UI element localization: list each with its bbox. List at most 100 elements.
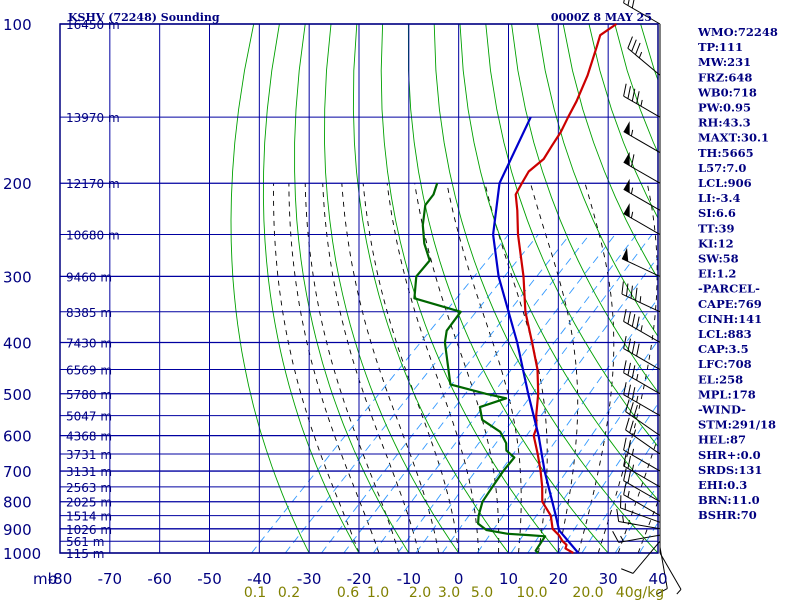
- index-item: WB0:718: [697, 85, 757, 99]
- mixing-ratio-tick-label: 0.1: [244, 585, 266, 600]
- pressure-tick-label: 1000: [3, 545, 41, 563]
- mixing-ratio-tick-label: 3.0: [438, 585, 460, 600]
- wind-barb-half: [638, 51, 643, 59]
- height-label: 5780 m: [66, 388, 112, 402]
- index-item: WMO:72248: [697, 25, 778, 39]
- wind-barb: [623, 178, 661, 211]
- mixing-ratio-tick-label: 20.0: [572, 585, 603, 600]
- wind-barb-shaft: [623, 394, 661, 417]
- height-label: 561 m: [66, 535, 104, 549]
- height-label: 9460 m: [66, 270, 112, 284]
- height-label: 2025 m: [66, 496, 112, 510]
- wind-barb-half: [630, 129, 634, 137]
- wind-barb-feather: [625, 399, 630, 412]
- temperature-tick-label: -50: [197, 570, 222, 588]
- wind-barb-feather: [655, 588, 668, 596]
- wind-barb-shaft: [621, 258, 661, 277]
- wind-barb-shaft: [623, 494, 661, 517]
- wind-barb-shaft: [623, 188, 661, 211]
- wind-barb-half: [622, 516, 625, 523]
- height-label: 12170 m: [66, 177, 120, 191]
- wind-barb-feather: [623, 453, 627, 467]
- wind-barb-feather: [627, 362, 631, 376]
- wind-barb-feather: [627, 86, 631, 99]
- temperature-tick-label: -40: [247, 570, 272, 588]
- index-item: LCL:906: [698, 176, 752, 190]
- wind-barb-shaft: [623, 213, 661, 235]
- dewpoint-line: [413, 182, 547, 554]
- wind-barb: [616, 508, 661, 530]
- wind-barb-feather: [627, 455, 631, 469]
- wind-barb-feather: [627, 470, 631, 484]
- wind-barb-feather: [623, 468, 627, 481]
- index-item: TT:39: [698, 221, 735, 235]
- wind-barbs: [612, 0, 682, 596]
- mixing-ratio-tick-label: 0.2: [278, 585, 300, 600]
- wind-barb-feather: [623, 482, 627, 495]
- height-label: 13970 m: [66, 111, 120, 125]
- wind-barb: [623, 360, 661, 395]
- pressure-tick-label: 700: [3, 463, 32, 481]
- wind-barb-half: [639, 296, 642, 303]
- wind-barb-shaft: [627, 47, 661, 76]
- mixing-ratio-tick-label: 40g/kg: [616, 585, 664, 600]
- mixing-ratio-tick-label: 10.0: [516, 585, 547, 600]
- wind-barb-shaft: [623, 348, 661, 370]
- moist-adiabat: [617, 435, 658, 553]
- wind-barb-half: [631, 448, 635, 456]
- mixing-ratio-line: [372, 234, 616, 553]
- index-item: SW:58: [698, 252, 739, 266]
- index-item: EL:258: [698, 372, 743, 386]
- wind-barb-feather: [631, 387, 636, 400]
- wind-barb: [621, 247, 661, 277]
- wind-barb-shaft: [625, 411, 661, 437]
- wind-barb-flag: [623, 151, 630, 166]
- index-item: SRDS:131: [698, 463, 762, 477]
- wind-barb-shaft: [623, 449, 661, 472]
- wind-barb-feather: [631, 39, 637, 52]
- chart-title: KSHV (72248) Sounding: [68, 11, 220, 24]
- index-item: MAXT:30.1: [698, 131, 769, 145]
- pressure-tick-label: 800: [3, 494, 32, 512]
- pressure-unit-label: mb: [33, 570, 57, 588]
- index-item: STM:291/18: [698, 418, 776, 432]
- index-item: SI:6.6: [698, 206, 736, 220]
- moist-adiabat: [414, 183, 500, 553]
- mixing-ratio-tick-label: 1.0: [367, 585, 389, 600]
- wind-barb-feather: [623, 336, 627, 349]
- wind-barb-feather: [636, 91, 640, 104]
- wind-barb-half: [640, 99, 643, 107]
- wind-barb: [623, 203, 661, 235]
- wind-barb-shaft: [623, 131, 661, 154]
- wind-barb-feather: [629, 420, 634, 433]
- wind-barb-feather: [631, 313, 636, 327]
- mixing-ratio-tick-label: 5.0: [471, 585, 493, 600]
- wind-barb-shaft: [623, 321, 661, 343]
- mixing-ratio-line: [415, 234, 653, 553]
- wind-barb: [627, 36, 661, 76]
- index-item: LI:-3.4: [698, 191, 741, 205]
- wind-barb-feather: [630, 154, 635, 167]
- moist-adiabat: [446, 183, 522, 553]
- wind-barb-shaft: [659, 552, 682, 590]
- index-item: FRZ:648: [698, 70, 752, 84]
- wind-barb-shaft: [623, 161, 661, 184]
- height-label: 3131 m: [66, 465, 112, 479]
- height-label: 115 m: [66, 547, 104, 561]
- index-item: MW:231: [698, 55, 751, 69]
- wind-barb: [659, 552, 682, 595]
- wind-barb: [621, 281, 661, 313]
- pressure-tick-label: 500: [3, 386, 32, 404]
- height-label: 10680 m: [66, 229, 120, 243]
- mixing-ratio-line: [510, 339, 658, 553]
- index-item: BRN:11.0: [698, 493, 760, 507]
- temperature-tick-label: -20: [347, 570, 372, 588]
- wind-barb: [625, 399, 661, 437]
- wind-barb: [625, 417, 661, 455]
- wind-barb-feather: [623, 382, 627, 395]
- index-item: KI:12: [698, 236, 734, 250]
- mixing-ratio-line: [397, 234, 637, 553]
- wind-barb-feather: [616, 508, 620, 522]
- wind-barb: [612, 531, 661, 543]
- wind-barb-feather: [627, 338, 631, 352]
